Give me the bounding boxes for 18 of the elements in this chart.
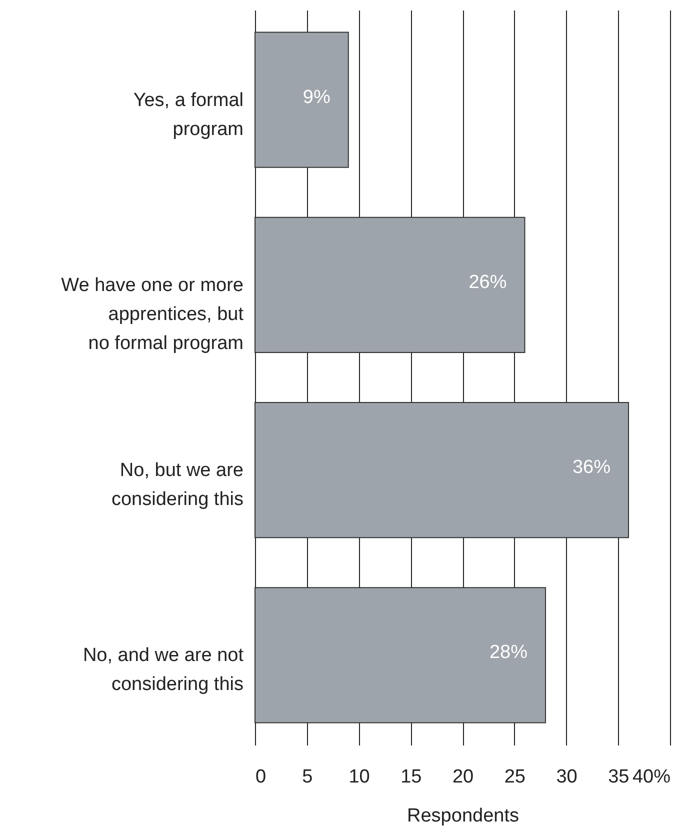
data-label: 26% xyxy=(468,272,507,293)
y-tick-label: Yes, a formal program xyxy=(133,90,244,140)
y-tick-label: No, and we are not considering this xyxy=(82,645,244,696)
data-label: 9% xyxy=(302,86,330,108)
x-tick-label: 20 xyxy=(452,766,474,788)
x-tick-label: 35 xyxy=(608,766,630,788)
x-tick-label: 0 xyxy=(256,766,266,788)
data-label: 36% xyxy=(572,457,611,478)
x-tick-label: 10 xyxy=(348,766,370,788)
x-tick-label: 30 xyxy=(556,766,578,788)
x-tick-label: 25 xyxy=(504,766,526,788)
x-axis-title: Respondents xyxy=(407,806,519,826)
x-tick-label: 5 xyxy=(302,766,313,788)
y-tick-label: No, but we are considering this xyxy=(111,460,244,510)
x-tick-label: 15 xyxy=(400,766,422,788)
y-tick-label: We have one or more apprentices, but no formal program xyxy=(61,274,244,354)
data-label: 28% xyxy=(489,642,528,664)
x-tick-label: 40% xyxy=(632,766,671,788)
